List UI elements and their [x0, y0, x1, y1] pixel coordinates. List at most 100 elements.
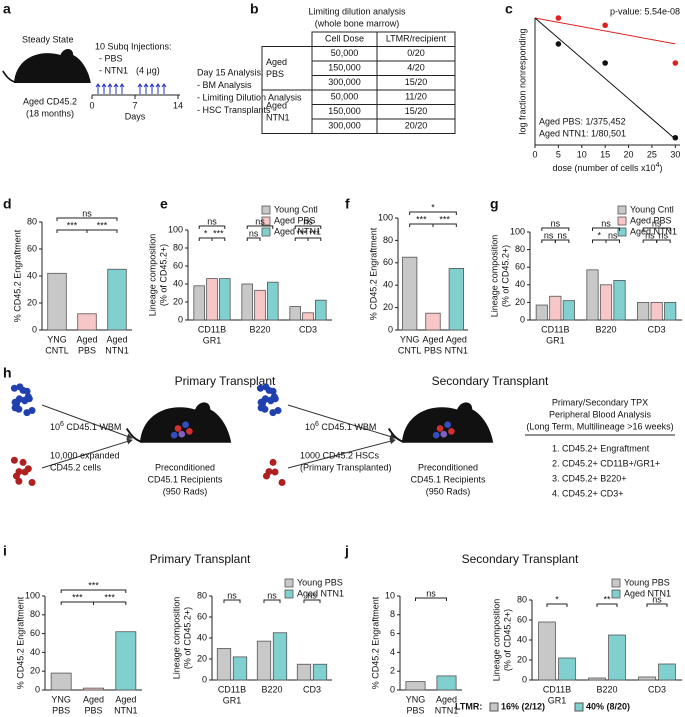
y-tick-label: 60 [30, 628, 40, 638]
x-tick-label: B220 [261, 684, 282, 694]
bar [425, 312, 441, 331]
y-tick-label: 0 [202, 674, 207, 684]
cell [186, 428, 193, 435]
x-tick-label: CD3 [648, 324, 666, 334]
bar [115, 631, 137, 691]
y-tick-label: 20 [173, 296, 183, 306]
bar [638, 676, 656, 681]
legend-label: Aged PBS: 1/375,452 [539, 116, 626, 126]
bar [206, 278, 218, 321]
significance-bracket [56, 217, 118, 221]
y-tick-label: 80 [517, 594, 527, 604]
significance-label: *** [416, 214, 427, 224]
cell [28, 478, 36, 486]
significance-bracket [246, 225, 274, 229]
significance-bracket [198, 237, 213, 241]
x-tick-label: PBS [84, 705, 102, 715]
y-tick-label: 20 [515, 297, 525, 307]
cell [174, 425, 182, 432]
legend-label: Young PBS [297, 577, 343, 587]
bar [50, 672, 72, 691]
text: 10,000 expanded [50, 450, 120, 460]
cell [15, 477, 23, 485]
panel-title: Secondary Transplant [462, 552, 579, 566]
x-tick-label: 5 [556, 149, 561, 159]
text: 10 Subq Injections: [95, 41, 172, 51]
bar [296, 663, 312, 681]
significance-bracket [60, 589, 127, 593]
bar [289, 306, 301, 321]
label: 4/20 [407, 63, 425, 73]
text: (Long Term, Multilineage >16 weeks) [526, 421, 673, 431]
text: (950 Rads) [426, 486, 471, 496]
cell [269, 409, 277, 417]
y-tick-label: 80 [197, 590, 207, 600]
x-tick-label: CD11B [541, 324, 569, 334]
legend-label: Young Cntl [274, 204, 318, 214]
x-tick-label: PBS [78, 345, 96, 355]
label: PBS [266, 69, 284, 79]
bar [562, 300, 575, 321]
label: Aged [266, 100, 287, 110]
cell [440, 430, 448, 438]
legend-swatch [611, 578, 621, 588]
significance-bracket [60, 601, 94, 605]
y-axis-label: % CD45.2 Engraftment [15, 596, 25, 689]
table [261, 31, 456, 134]
text: - HSC Transplants [197, 105, 271, 115]
significance-bracket [246, 237, 261, 241]
x-tick-label: 30 [670, 149, 680, 159]
significance-label: *** [97, 220, 108, 230]
bar [608, 634, 626, 681]
label: 15/20 [405, 77, 428, 87]
y-tick-label: 40 [515, 279, 525, 289]
label: 20/20 [405, 121, 428, 131]
y-axis-label: log fraction nonresponding [517, 28, 527, 134]
y-tick-label: 0 [390, 684, 395, 694]
bar [448, 267, 464, 331]
y-axis-label: (% of CD45.2+) [502, 609, 512, 671]
bar [586, 269, 599, 321]
y-tick-label: 100 [168, 224, 183, 234]
significance-bracket [93, 601, 127, 605]
legend-label: 16% (2/12) [501, 701, 545, 711]
panel-label: c [505, 1, 513, 17]
significance-bracket [596, 603, 618, 607]
text: (4 µg) [136, 65, 160, 75]
y-tick-label: 40 [27, 270, 37, 280]
injection-arrow [143, 83, 149, 94]
bar [256, 640, 272, 681]
panel-label: e [160, 196, 168, 212]
bar [405, 681, 426, 691]
cell [261, 395, 269, 403]
mouse-body [14, 49, 91, 83]
injection-arrow [95, 83, 101, 94]
injection-arrow [161, 83, 167, 94]
bar [216, 648, 232, 681]
significance-label: *** [72, 592, 83, 602]
label: 14 [173, 100, 183, 110]
text: CD45.1 Recipients [410, 474, 486, 484]
significance-label: ns [82, 208, 92, 218]
text: - NTN1 [99, 65, 128, 75]
label: 50,000 [331, 48, 359, 58]
panel-label: d [3, 196, 12, 212]
text: (18 months) [26, 108, 74, 118]
text: Preconditioned [155, 462, 215, 472]
significance-bracket [642, 239, 658, 243]
significance-bracket [591, 239, 607, 243]
legend-swatch [261, 227, 271, 237]
bar [272, 632, 288, 681]
significance-bracket [223, 599, 241, 603]
text: Peripheral Blood Analysis [549, 409, 652, 419]
x-tick-label: CD3 [648, 684, 666, 694]
x-tick-label: PBS [424, 345, 442, 355]
text: Steady State [22, 34, 74, 44]
significance-bracket [554, 239, 570, 243]
x-tick-label: Aged [436, 694, 457, 704]
text: 2. CD45.2+ CD11B+/GR1+ [552, 458, 660, 468]
bar [549, 295, 562, 321]
mouse-tail [387, 427, 405, 443]
x-tick-label: 15 [600, 149, 610, 159]
label: 15/20 [405, 106, 428, 116]
